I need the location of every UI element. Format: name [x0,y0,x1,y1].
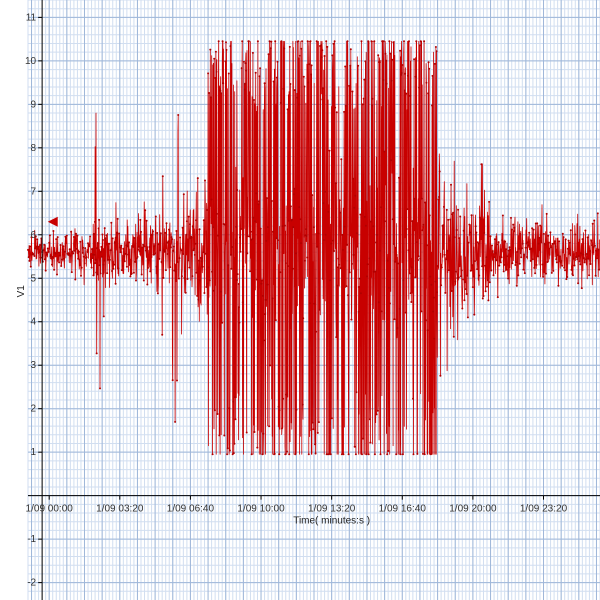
y-tick-label: 2 [31,404,37,415]
y-tick-label: -1 [27,534,36,545]
y-tick-label: 6 [31,230,37,241]
y-tick-label: 10 [25,56,37,67]
x-tick-label: 1/09 06:40 [167,504,215,515]
y-tick-label: 7 [31,186,37,197]
chart-svg: -2 -1 1 2 3 4 5 6 7 8 9 10 11 1/09 00:00 1/09 03:20 1/0… [0,0,600,600]
x-tick-label: 1/09 23:20 [520,504,568,515]
x-axis-label: Time( minutes:s ) [293,516,370,527]
y-axis-label: V1 [16,285,27,298]
y-tick-label: 8 [31,143,37,154]
x-tick-label: 1/09 16:40 [379,504,427,515]
y-tick-label: 11 [26,12,37,23]
seismogram-chart: { "chart": { "type": "line", "width": 60… [0,0,600,600]
x-tick-label: 1/09 10:00 [237,504,285,515]
y-tick-label: 3 [31,360,37,371]
y-tick-label: 9 [31,99,37,110]
y-tick-label: 5 [31,273,37,284]
x-tick-label: 1/09 00:00 [26,504,74,515]
x-tick-label: 1/09 13:20 [308,504,356,515]
y-tick-label: 1 [31,447,37,458]
x-tick-label: 1/09 03:20 [96,504,144,515]
y-tick-label: -2 [27,578,36,589]
x-tick-label: 1/09 20:00 [449,504,497,515]
y-tick-label: 4 [31,317,37,328]
